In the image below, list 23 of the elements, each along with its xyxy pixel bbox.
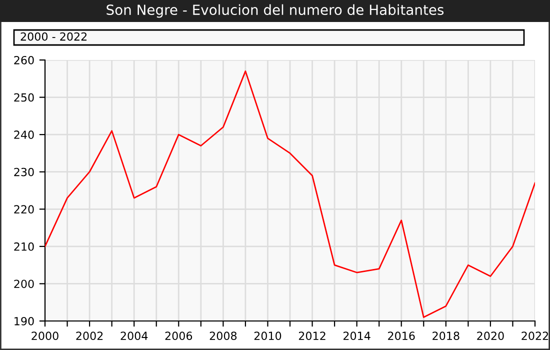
x-tick-label: 2010 — [254, 332, 282, 340]
y-tick-label: 260 — [14, 56, 34, 64]
x-tick-label: 2006 — [165, 332, 192, 340]
x-tick-label: 2014 — [343, 332, 370, 340]
x-tick-label: 2000 — [32, 332, 58, 340]
y-tick-label: 220 — [14, 205, 34, 214]
y-tick-label: 230 — [14, 168, 34, 176]
y-tick-label: 240 — [14, 130, 34, 139]
text: 2000 - 2022 — [20, 32, 87, 41]
x-tick-label: 2002 — [76, 332, 103, 340]
x-tick-label: 2020 — [477, 332, 504, 340]
line-series — [45, 70, 535, 318]
y-tick-label: 200 — [14, 280, 34, 288]
x-tick-label: 2008 — [210, 332, 237, 340]
x-tick-label: 2018 — [432, 332, 460, 340]
x-tick-label: 2004 — [120, 332, 148, 340]
x-tick-label: 2016 — [388, 332, 415, 340]
x-tick-label: 2012 — [298, 332, 326, 340]
y-tick-label: 190 — [14, 316, 34, 326]
y-tick-label: 210 — [14, 242, 34, 251]
chart-title: Son Negre - Evolucion del numero de Habitantes — [106, 4, 444, 18]
x-tick-label: 2022 — [522, 332, 548, 340]
y-tick-label: 250 — [14, 93, 34, 102]
